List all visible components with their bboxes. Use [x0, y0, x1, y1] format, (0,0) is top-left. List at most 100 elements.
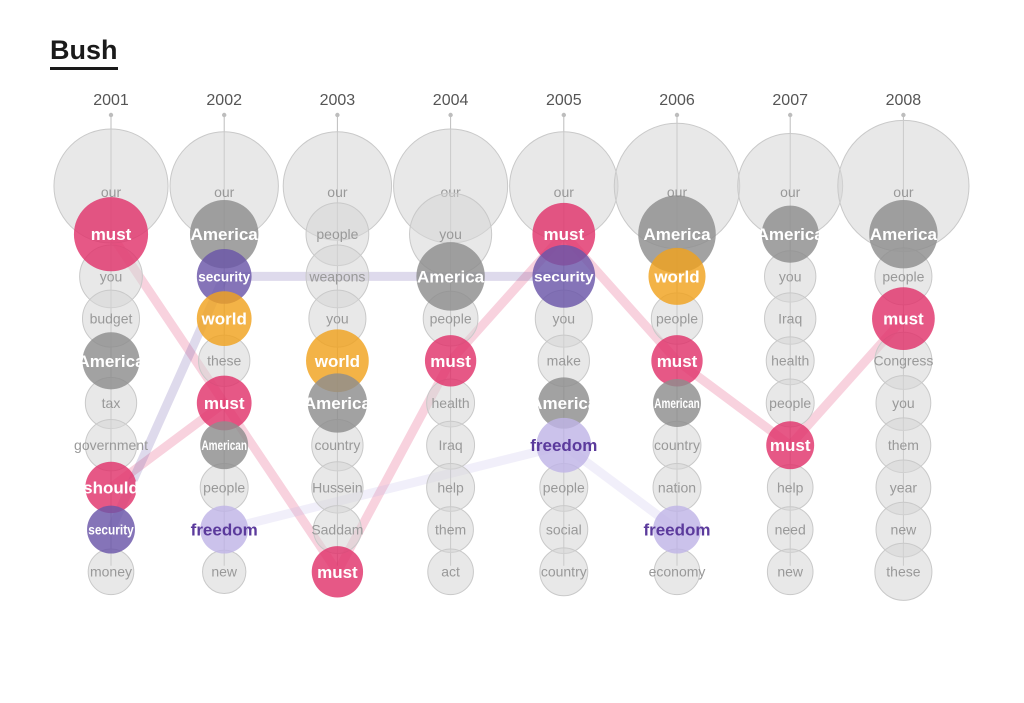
word-bubble-america: America	[638, 195, 716, 273]
year-labels: 2001 2002 2003 2004 2005 2006 2007 2008	[93, 92, 921, 109]
word-bubble-freedom: freedom	[191, 505, 258, 554]
word-bubble-government: government	[74, 419, 148, 472]
year-stem-dot	[335, 112, 340, 118]
bubble-freedom	[200, 505, 249, 554]
word-label-iraq: Iraq	[778, 311, 802, 327]
word-label-world: world	[653, 267, 699, 286]
word-label-new: new	[777, 564, 804, 580]
word-label-help: help	[437, 479, 464, 495]
year-label-2008: 2008	[886, 92, 922, 109]
word-label-saddam: Saddam	[311, 522, 363, 538]
word-label-america: America	[77, 352, 145, 371]
year-label-2007: 2007	[772, 92, 808, 109]
bubble-american	[653, 379, 701, 427]
bubble-freedom	[653, 505, 701, 554]
word-label-our: our	[893, 184, 914, 200]
word-label-security: security	[88, 522, 134, 538]
bubble-america	[638, 195, 716, 273]
word-bubble-these: these	[874, 542, 933, 601]
bubble-america	[869, 199, 938, 269]
word-bubble-must: must	[73, 197, 149, 272]
year-stem-dot	[222, 112, 227, 118]
year-stem-dot	[561, 112, 566, 118]
bubble-american	[200, 421, 249, 470]
word-label-make: make	[547, 353, 581, 369]
word-label-you: you	[100, 268, 123, 284]
year-label-2003: 2003	[320, 92, 356, 109]
word-label-freedom: freedom	[530, 436, 597, 455]
word-label-america: America	[530, 394, 598, 413]
word-bubble-our: our	[169, 131, 279, 241]
word-label-new: new	[891, 522, 918, 538]
word-label-congress: Congress	[873, 353, 933, 369]
year-label-2006: 2006	[659, 92, 695, 109]
word-label-our: our	[214, 184, 235, 200]
year-stem-dot	[108, 112, 114, 118]
word-bubble-people: people	[765, 378, 815, 428]
word-label-tax: tax	[102, 395, 121, 411]
word-bubble-you: you	[764, 250, 817, 303]
word-bubble-need: need	[766, 506, 814, 553]
word-label-new: new	[211, 564, 238, 580]
word-label-year: year	[890, 479, 918, 495]
word-bubble-money: money	[87, 548, 135, 596]
word-bubble-america: America	[304, 373, 371, 433]
word-bubble-freedom: freedom	[643, 505, 711, 554]
bubble-freedom	[536, 417, 592, 473]
word-bubble-you: you	[875, 375, 932, 431]
word-bubble-should: should	[83, 461, 139, 514]
word-bubble-help: help	[766, 464, 814, 511]
word-label-our: our	[327, 184, 348, 200]
word-bubble-must: must	[196, 375, 252, 431]
bubble-world	[306, 329, 369, 393]
year-label-2005: 2005	[546, 92, 582, 109]
word-bubble-people: people	[650, 292, 704, 345]
word-label-budget: budget	[90, 311, 133, 327]
word-bubble-economy: economy	[649, 548, 705, 596]
word-label-people: people	[316, 226, 358, 242]
word-label-security: security	[198, 268, 250, 284]
word-bubble-security: security	[532, 245, 596, 308]
word-bubble-must: must	[424, 335, 477, 387]
word-bubble-american: American	[200, 421, 249, 470]
year-stem-dot	[901, 112, 906, 118]
word-bubble-security: security	[87, 505, 135, 554]
word-label-america: America	[417, 267, 485, 286]
word-bubble-year: year	[875, 459, 932, 516]
word-label-must: must	[204, 394, 245, 413]
word-label-world: world	[201, 310, 247, 329]
word-bubbles: our you budget tax government money our these pe…	[53, 119, 970, 601]
chart-title: Bush	[50, 34, 118, 70]
word-label-health: health	[771, 353, 809, 369]
word-label-you: you	[326, 311, 349, 327]
word-label-must: must	[317, 563, 358, 582]
word-bubble-make: make	[537, 334, 590, 387]
bubble-security	[532, 245, 596, 308]
word-bubble-people: people	[199, 462, 249, 512]
word-bubble-health: health	[765, 336, 815, 386]
word-label-people: people	[543, 479, 585, 495]
bubble-must	[311, 546, 364, 598]
word-bubble-american: American	[653, 379, 701, 427]
word-label-these: these	[207, 353, 241, 369]
word-label-freedom: freedom	[191, 521, 258, 540]
word-label-act: act	[441, 564, 460, 580]
word-label-money: money	[90, 564, 132, 580]
word-label-people: people	[203, 479, 245, 495]
word-label-country: country	[314, 437, 360, 453]
word-label-must: must	[91, 225, 132, 244]
word-label-government: government	[74, 437, 148, 453]
word-bubble-must: must	[872, 287, 935, 350]
bubble-america	[82, 332, 140, 390]
word-bubble-new: new	[766, 548, 814, 596]
word-label-them: them	[888, 437, 919, 453]
bubble-security	[196, 249, 252, 304]
word-label-social: social	[546, 522, 582, 538]
year-stem-dot	[674, 112, 680, 118]
word-label-people: people	[430, 311, 472, 327]
bubble-america	[761, 205, 819, 263]
word-label-security: security	[534, 268, 594, 284]
word-label-you: you	[779, 268, 802, 284]
word-bubble-america: America	[869, 199, 938, 269]
